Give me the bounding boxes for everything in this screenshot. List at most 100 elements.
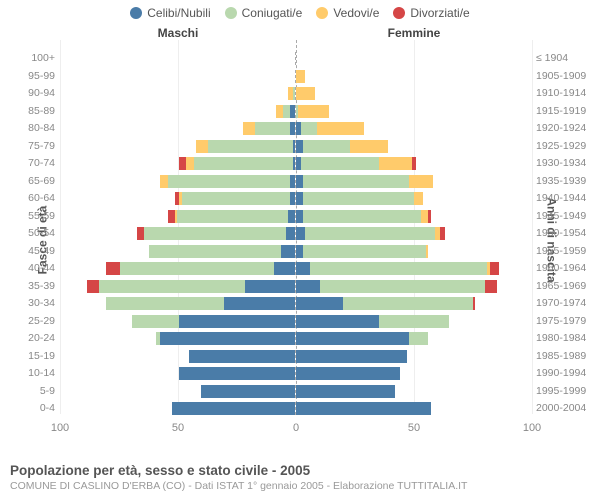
legend-swatch <box>225 7 237 19</box>
segment-married <box>168 175 291 188</box>
header-females: Femmine <box>296 26 532 40</box>
age-label: 15-19 <box>7 348 55 365</box>
segment-widowed <box>421 210 428 223</box>
female-bar <box>296 175 433 188</box>
female-bar <box>296 105 329 118</box>
segment-single <box>296 385 395 398</box>
male-bar <box>137 227 296 240</box>
age-row: 55-591945-1949 <box>60 208 532 225</box>
birth-year-label: 1915-1919 <box>536 103 596 120</box>
segment-widowed <box>298 105 329 118</box>
segment-widowed <box>186 157 193 170</box>
segment-married <box>301 157 379 170</box>
segment-married <box>303 210 421 223</box>
age-row: 5-91995-1999 <box>60 383 532 400</box>
male-bar <box>295 52 296 65</box>
segment-single <box>293 157 295 170</box>
age-label: 55-59 <box>7 208 55 225</box>
segment-widowed <box>296 70 305 83</box>
segment-single <box>274 262 295 275</box>
female-bar <box>296 350 407 363</box>
birth-year-label: 2000-2004 <box>536 400 596 417</box>
segment-single <box>296 245 303 258</box>
age-row: 15-191985-1989 <box>60 348 532 365</box>
male-bar <box>106 297 296 310</box>
legend-label: Coniugati/e <box>242 6 303 20</box>
female-bar <box>296 245 428 258</box>
segment-divorced <box>87 280 99 293</box>
female-bar <box>296 87 315 100</box>
segment-single <box>296 175 303 188</box>
legend-item: Divorziati/e <box>393 6 469 20</box>
segment-married <box>132 315 179 328</box>
birth-year-label: 1910-1914 <box>536 85 596 102</box>
segment-single <box>296 297 343 310</box>
birth-year-label: 1965-1969 <box>536 278 596 295</box>
segment-single <box>281 245 295 258</box>
segment-single <box>179 367 295 380</box>
segment-divorced <box>137 227 144 240</box>
age-label: 85-89 <box>7 103 55 120</box>
birth-year-label: 1925-1929 <box>536 138 596 155</box>
segment-single <box>296 402 431 415</box>
segment-married <box>305 227 435 240</box>
male-bar <box>288 87 296 100</box>
segment-married <box>144 227 286 240</box>
age-row: 40-441960-1964 <box>60 260 532 277</box>
male-bar <box>132 315 296 328</box>
legend-swatch <box>130 7 142 19</box>
segment-single <box>296 192 303 205</box>
age-label: 75-79 <box>7 138 55 155</box>
segment-single <box>201 385 295 398</box>
segment-married <box>343 297 473 310</box>
male-bar <box>156 332 296 345</box>
age-row: 95-991905-1909 <box>60 68 532 85</box>
chart-title: Popolazione per età, sesso e stato civil… <box>10 463 590 478</box>
female-bar <box>296 122 364 135</box>
column-headers: Maschi Femmine <box>0 26 600 40</box>
female-bar <box>296 315 449 328</box>
birth-year-label: 1995-1999 <box>536 383 596 400</box>
age-row: 70-741930-1934 <box>60 155 532 172</box>
segment-married <box>293 87 295 100</box>
female-bar <box>296 70 305 83</box>
age-label: 20-24 <box>7 330 55 347</box>
segment-single <box>290 175 295 188</box>
segment-married <box>379 315 450 328</box>
segment-widowed <box>160 175 167 188</box>
birth-year-label: ≤ 1904 <box>536 50 596 67</box>
male-bar <box>179 367 296 380</box>
segment-divorced <box>428 210 430 223</box>
segment-married <box>301 122 318 135</box>
segment-divorced <box>412 157 417 170</box>
birth-year-label: 1960-1964 <box>536 260 596 277</box>
birth-year-label: 1955-1959 <box>536 243 596 260</box>
segment-divorced <box>473 297 475 310</box>
segment-single <box>286 227 295 240</box>
age-label: 40-44 <box>7 260 55 277</box>
age-label: 70-74 <box>7 155 55 172</box>
female-bar <box>296 297 475 310</box>
female-bar <box>296 385 395 398</box>
segment-single <box>296 350 407 363</box>
segment-married <box>106 297 224 310</box>
segment-single <box>293 140 295 153</box>
x-tick-label: 50 <box>408 422 420 434</box>
segment-single <box>296 315 379 328</box>
legend-swatch <box>316 7 328 19</box>
age-row: 50-541950-1954 <box>60 225 532 242</box>
age-row: 20-241980-1984 <box>60 330 532 347</box>
female-bar <box>296 140 388 153</box>
segment-widowed <box>426 245 428 258</box>
birth-year-label: 1920-1924 <box>536 120 596 137</box>
segment-single <box>245 280 295 293</box>
female-bar <box>296 367 400 380</box>
segment-single <box>296 332 409 345</box>
age-label: 65-69 <box>7 173 55 190</box>
age-label: 45-49 <box>7 243 55 260</box>
segment-married <box>320 280 485 293</box>
segment-widowed <box>243 122 255 135</box>
segment-married <box>120 262 273 275</box>
age-label: 5-9 <box>7 383 55 400</box>
age-row: 90-941910-1914 <box>60 85 532 102</box>
